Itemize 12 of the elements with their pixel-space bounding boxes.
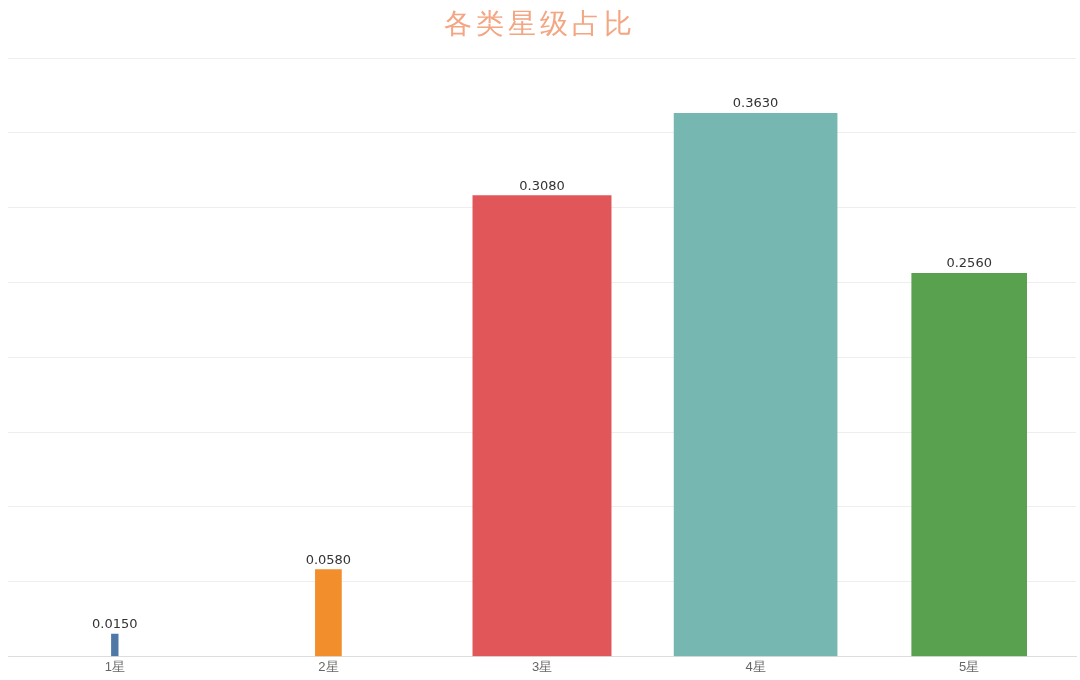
x-tick-label: 3星 (531, 658, 553, 674)
data-label: 0.3630 (732, 95, 779, 111)
x-tick-label: 5星 (959, 658, 980, 674)
data-label: 0.0580 (305, 551, 352, 567)
x-tick-label: 4星 (745, 658, 766, 674)
data-label: 0.2560 (946, 255, 992, 271)
data-label: 0.3080 (519, 177, 565, 193)
chart-title: 各类星级占比 (443, 6, 637, 42)
x-tick-label: 2星 (318, 658, 339, 674)
bar (911, 273, 1028, 657)
x-tick-label: 1星 (104, 658, 125, 674)
data-label: 0.0150 (92, 615, 138, 631)
